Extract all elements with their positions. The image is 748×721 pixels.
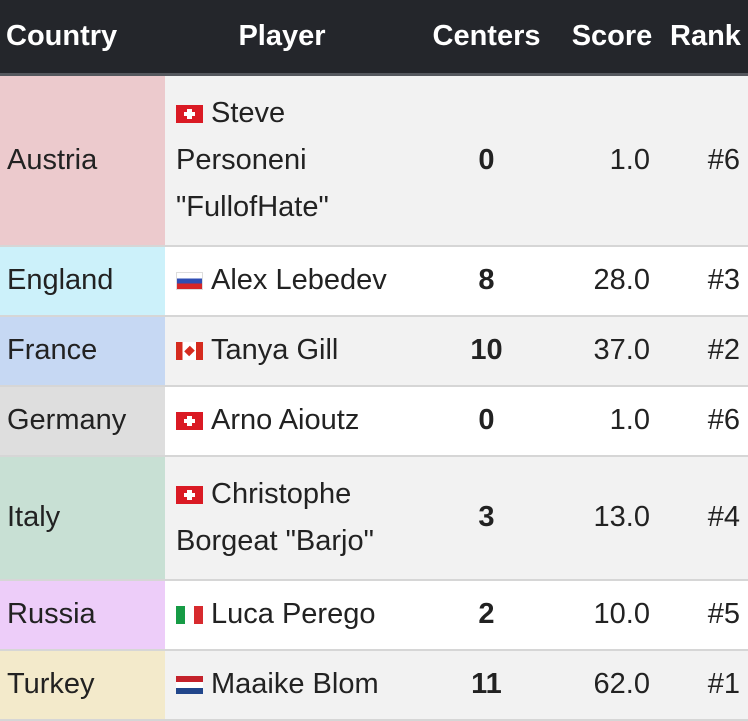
player-name: Christophe Borgeat "Barjo": [176, 477, 374, 557]
centers-cell: 10: [419, 315, 554, 387]
rank-cell: #6: [670, 385, 748, 457]
country-cell: Russia: [0, 579, 165, 651]
table-row: Germany Arno Aioutz 0 1.0 #6: [0, 385, 748, 457]
player-name: Arno Aioutz: [211, 404, 360, 436]
canada-flag-icon: [176, 342, 203, 360]
table-row: France Tanya Gill 10 37.0 #2: [0, 315, 748, 387]
centers-cell: 0: [419, 385, 554, 457]
centers-cell: 2: [419, 579, 554, 651]
country-cell: Italy: [0, 455, 165, 581]
table-header: Country Player Centers Score Rank: [0, 0, 748, 76]
rank-cell: #6: [670, 74, 748, 247]
player-cell: Luca Perego: [165, 579, 419, 651]
player-name: Alex Lebedev: [211, 264, 387, 296]
player-name: Maaike Blom: [211, 668, 379, 700]
header-player[interactable]: Player: [165, 0, 419, 76]
score-cell: 37.0: [554, 315, 670, 387]
score-cell: 28.0: [554, 245, 670, 317]
centers-cell: 11: [419, 649, 554, 721]
netherlands-flag-icon: [176, 676, 203, 694]
score-cell: 13.0: [554, 455, 670, 581]
switzerland-flag-icon: [176, 485, 203, 504]
player-name: Tanya Gill: [211, 334, 339, 366]
rank-cell: #4: [670, 455, 748, 581]
player-cell: Alex Lebedev: [165, 245, 419, 317]
table-row: Austria Steve Personeni "FullofHate" 0 1…: [0, 74, 748, 247]
header-country[interactable]: Country: [0, 0, 165, 76]
centers-cell: 3: [419, 455, 554, 581]
russia-flag-icon: [176, 272, 203, 290]
rank-cell: #2: [670, 315, 748, 387]
score-cell: 1.0: [554, 385, 670, 457]
country-cell: France: [0, 315, 165, 387]
switzerland-flag-icon: [176, 104, 203, 123]
switzerland-flag-icon: [176, 412, 203, 430]
header-score[interactable]: Score: [554, 0, 670, 76]
player-cell: Steve Personeni "FullofHate": [165, 74, 419, 247]
country-cell: Germany: [0, 385, 165, 457]
table-row: England Alex Lebedev 8 28.0 #3: [0, 245, 748, 317]
rank-cell: #3: [670, 245, 748, 317]
country-cell: Austria: [0, 74, 165, 247]
country-cell: Turkey: [0, 649, 165, 721]
rank-cell: #5: [670, 579, 748, 651]
player-name: Steve Personeni "FullofHate": [176, 96, 329, 223]
player-cell: Tanya Gill: [165, 315, 419, 387]
player-cell: Christophe Borgeat "Barjo": [165, 455, 419, 581]
score-cell: 62.0: [554, 649, 670, 721]
table-row: Russia Luca Perego 2 10.0 #5: [0, 579, 748, 651]
score-cell: 1.0: [554, 74, 670, 247]
player-cell: Maaike Blom: [165, 649, 419, 721]
rank-cell: #1: [670, 649, 748, 721]
player-name: Luca Perego: [211, 598, 376, 630]
score-cell: 10.0: [554, 579, 670, 651]
centers-cell: 8: [419, 245, 554, 317]
italy-flag-icon: [176, 606, 203, 624]
table-row: Italy Christophe Borgeat "Barjo" 3 13.0 …: [0, 455, 748, 581]
player-cell: Arno Aioutz: [165, 385, 419, 457]
table-row: Turkey Maaike Blom 11 62.0 #1: [0, 649, 748, 721]
header-centers[interactable]: Centers: [419, 0, 554, 76]
centers-cell: 0: [419, 74, 554, 247]
header-rank[interactable]: Rank: [670, 0, 748, 76]
country-cell: England: [0, 245, 165, 317]
